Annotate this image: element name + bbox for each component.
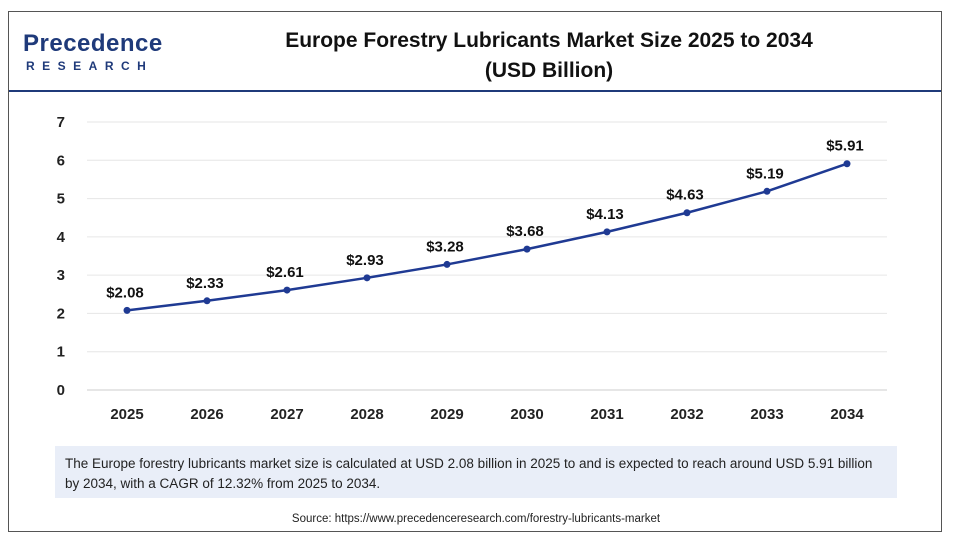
x-tick-label: 2034 <box>830 406 864 423</box>
x-tick-label: 2031 <box>590 406 623 423</box>
data-point <box>363 274 371 282</box>
logo-main-text: Precedence <box>23 30 163 57</box>
x-tick-label: 2033 <box>750 406 783 423</box>
data-point <box>683 209 691 217</box>
y-tick-label: 2 <box>57 305 65 322</box>
x-tick-label: 2026 <box>190 406 223 423</box>
data-label: $2.93 <box>346 252 384 269</box>
y-tick-label: 0 <box>57 382 65 399</box>
data-label: $2.08 <box>106 284 144 301</box>
data-label: $3.68 <box>506 223 544 240</box>
line-chart: 0 1 2 3 4 5 6 7 2025 2026 2027 2028 2029 2030 2031 2032… <box>57 114 887 423</box>
series-line <box>126 162 848 312</box>
chart-title: Europe Forestry Lubricants Market Size 2… <box>219 26 879 86</box>
data-point <box>843 160 851 168</box>
x-tick-label: 2032 <box>670 406 703 423</box>
chart-title-line1: Europe Forestry Lubricants Market Size 2… <box>285 29 813 52</box>
x-tick-label: 2030 <box>510 406 543 423</box>
data-label: $2.61 <box>266 264 304 281</box>
data-label: $4.63 <box>666 187 704 204</box>
data-point <box>123 306 131 314</box>
data-label: $2.33 <box>186 275 224 292</box>
y-tick-label: 3 <box>57 267 65 284</box>
y-tick-label: 4 <box>57 229 66 246</box>
precedence-logo: Precedence RESEARCH <box>23 30 173 80</box>
data-point <box>523 245 531 253</box>
y-tick-label: 6 <box>57 152 65 169</box>
chart-frame: Precedence RESEARCH Europe Forestry Lubr… <box>8 11 942 532</box>
data-label: $5.19 <box>746 165 784 182</box>
y-tick-label: 7 <box>57 114 65 131</box>
x-tick-label: 2025 <box>110 406 143 423</box>
data-label: $4.13 <box>586 206 624 223</box>
chart-title-line2: (USD Billion) <box>484 59 614 82</box>
data-point <box>203 297 211 305</box>
logo-sub-text: RESEARCH <box>26 59 154 73</box>
header: Precedence RESEARCH Europe Forestry Lubr… <box>9 12 941 92</box>
description-box: The Europe forestry lubricants market si… <box>55 446 897 498</box>
x-tick-label: 2028 <box>350 406 383 423</box>
y-tick-label: 1 <box>57 344 65 361</box>
x-tick-label: 2027 <box>270 406 303 423</box>
data-point <box>763 187 771 195</box>
data-point <box>443 260 451 268</box>
data-point <box>283 286 291 294</box>
source-text: Source: https://www.precedenceresearch.c… <box>291 513 661 525</box>
data-label: $5.91 <box>826 138 864 155</box>
data-point <box>603 228 611 236</box>
data-label: $3.28 <box>426 238 464 255</box>
y-tick-label: 5 <box>57 191 65 208</box>
x-tick-label: 2029 <box>430 406 463 423</box>
